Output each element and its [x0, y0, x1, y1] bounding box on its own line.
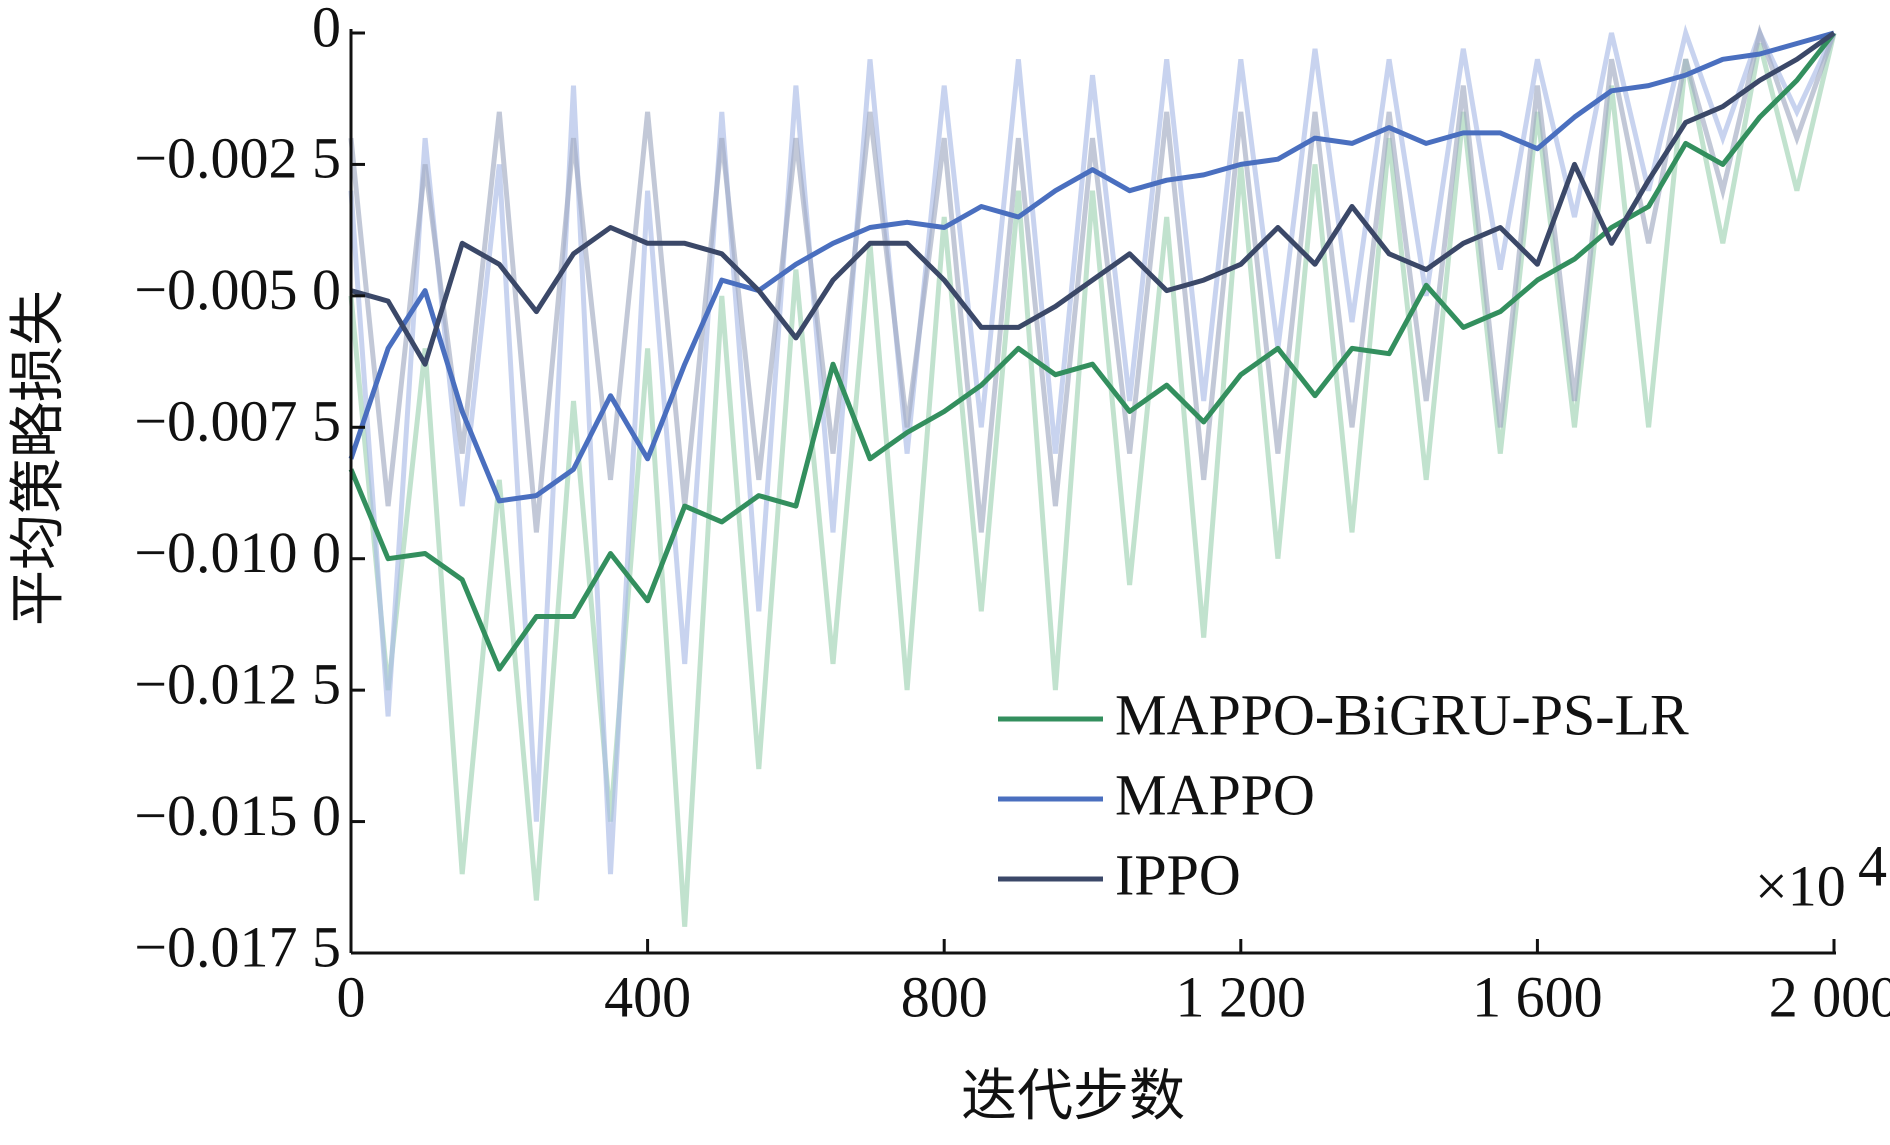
x-tick-label: 800	[901, 964, 988, 1029]
legend-label: MAPPO-BiGRU-PS-LR	[1115, 682, 1689, 747]
y-tick-label: 0	[312, 0, 341, 59]
y-tick-label: −0.005 0	[134, 257, 341, 322]
series-line	[350, 30, 1836, 367]
raw-line	[348, 24, 1837, 875]
y-tick-label: −0.007 5	[134, 389, 341, 454]
raw-line	[348, 24, 1837, 533]
y-tick-label: −0.012 5	[134, 651, 341, 716]
x-tick-label: 2 000	[1769, 964, 1890, 1029]
series-line	[348, 30, 1835, 504]
x-multiplier-exponent: 4	[1858, 833, 1887, 898]
y-tick-label: −0.015 0	[134, 783, 341, 848]
raw-line	[348, 32, 1837, 927]
x-tick-label: 1 200	[1176, 964, 1307, 1029]
legend-label: IPPO	[1115, 842, 1241, 907]
x-axis-label: 迭代步数	[961, 1064, 1185, 1129]
x-tick-label: 1 600	[1472, 964, 1603, 1029]
y-axis-label: 平均策略损失	[6, 290, 71, 626]
y-tick-label: −0.017 5	[134, 914, 341, 979]
legend-label: MAPPO	[1115, 762, 1315, 827]
y-tick-label: −0.002 5	[134, 126, 341, 191]
y-tick-label: −0.010 0	[134, 520, 341, 585]
series-line	[348, 31, 1836, 672]
x-multiplier: ×10	[1755, 853, 1846, 918]
x-tick-label: 400	[604, 964, 691, 1029]
x-tick-label: 0	[337, 964, 366, 1029]
